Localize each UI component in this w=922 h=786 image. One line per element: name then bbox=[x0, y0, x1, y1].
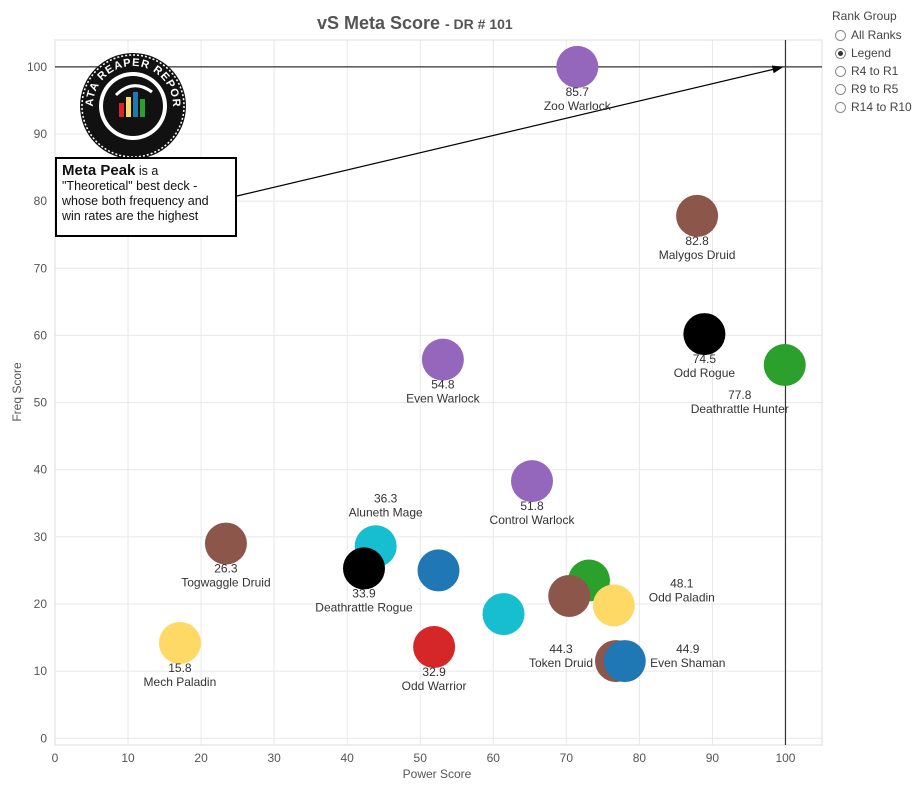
rank-option-legend[interactable]: Legend bbox=[832, 44, 912, 62]
chart-title: vS Meta Score bbox=[317, 13, 440, 33]
chart-subtitle: - DR # 101 bbox=[445, 16, 513, 32]
x-tick-label: 80 bbox=[633, 751, 647, 765]
point-name-label: Even Warlock bbox=[406, 392, 481, 406]
data-point[interactable] bbox=[421, 338, 464, 381]
rank-option-label: Legend bbox=[851, 46, 892, 60]
point-name-label: Odd Rogue bbox=[674, 366, 736, 380]
point-score-label: 54.8 bbox=[431, 378, 455, 392]
point-name-label: Mech Paladin bbox=[144, 675, 217, 689]
point-name-label: Aluneth Mage bbox=[349, 505, 423, 519]
rank-group-title: Rank Group bbox=[832, 9, 897, 23]
y-tick-label: 10 bbox=[34, 664, 48, 678]
point-score-label: 26.3 bbox=[214, 562, 238, 576]
reference-lines bbox=[55, 40, 822, 745]
y-axis-title: Freq Score bbox=[10, 362, 24, 422]
rank-option-r9-r5[interactable]: R9 to R5 bbox=[832, 80, 912, 98]
y-tick-label: 100 bbox=[27, 60, 47, 74]
x-tick-label: 40 bbox=[341, 751, 355, 765]
point-score-label: 77.8 bbox=[728, 388, 752, 402]
point-score-label: 36.3 bbox=[374, 491, 398, 505]
y-tick-label: 70 bbox=[34, 261, 48, 275]
point-score-label: 74.5 bbox=[693, 352, 717, 366]
y-tick-label: 30 bbox=[34, 530, 48, 544]
meta-peak-callout: Meta Peak is a "Theoretical" best deck -… bbox=[55, 157, 237, 237]
point-name-label: Control Warlock bbox=[490, 513, 576, 527]
point-score-label: 15.8 bbox=[168, 661, 192, 675]
callout-arrow bbox=[236, 68, 776, 197]
y-tick-label: 40 bbox=[34, 463, 48, 477]
rank-option-label: R14 to R10 bbox=[851, 100, 912, 114]
data-point[interactable] bbox=[592, 584, 635, 627]
point-score-label: 82.8 bbox=[685, 234, 709, 248]
x-axis-title: Power Score bbox=[403, 767, 472, 781]
data-point[interactable] bbox=[556, 45, 599, 88]
point-name-label: Even Shaman bbox=[650, 656, 725, 670]
point-score-label: 48.1 bbox=[670, 576, 694, 590]
point-score-label: 44.9 bbox=[676, 642, 700, 656]
y-tick-label: 20 bbox=[34, 597, 48, 611]
callout-arrowhead bbox=[771, 65, 784, 74]
y-tick-label: 80 bbox=[34, 194, 48, 208]
y-tick-label: 60 bbox=[34, 328, 48, 342]
data-point[interactable] bbox=[158, 621, 201, 664]
data-point[interactable] bbox=[342, 547, 385, 590]
x-tick-label: 10 bbox=[121, 751, 135, 765]
data-point[interactable] bbox=[683, 313, 726, 356]
data-point[interactable] bbox=[204, 522, 247, 565]
radio-icon[interactable] bbox=[835, 83, 846, 95]
rank-option-r4-r1[interactable]: R4 to R1 bbox=[832, 62, 912, 80]
data-point[interactable] bbox=[676, 194, 719, 237]
data-point[interactable] bbox=[603, 640, 646, 683]
point-score-label: 44.3 bbox=[549, 642, 573, 656]
radio-icon[interactable] bbox=[835, 101, 846, 113]
radio-icon[interactable] bbox=[835, 65, 846, 77]
radio-icon[interactable] bbox=[835, 29, 846, 41]
point-name-label: Deathrattle Rogue bbox=[315, 600, 413, 614]
y-tick-label: 0 bbox=[40, 731, 47, 745]
data-point[interactable] bbox=[548, 574, 591, 617]
x-tick-label: 20 bbox=[194, 751, 208, 765]
point-name-label: Togwaggle Druid bbox=[181, 576, 270, 590]
data-point[interactable] bbox=[763, 343, 806, 386]
data-point[interactable] bbox=[511, 460, 554, 503]
point-name-label: Token Druid bbox=[529, 656, 593, 670]
point-name-label: Odd Paladin bbox=[649, 590, 715, 604]
callout-text: is a "Theoretical" best deck - whose bot… bbox=[62, 164, 209, 223]
radio-selected-icon[interactable] bbox=[835, 47, 846, 59]
x-tick-label: 50 bbox=[414, 751, 428, 765]
point-name-label: Deathrattle Hunter bbox=[691, 402, 789, 416]
y-tick-label: 50 bbox=[34, 396, 48, 410]
x-tick-label: 0 bbox=[52, 751, 59, 765]
x-tick-label: 100 bbox=[775, 751, 795, 765]
x-tick-label: 60 bbox=[487, 751, 501, 765]
data-point[interactable] bbox=[413, 625, 456, 668]
data-point[interactable] bbox=[482, 593, 525, 636]
x-tick-label: 70 bbox=[560, 751, 574, 765]
data-points bbox=[158, 45, 806, 683]
rank-option-label: R9 to R5 bbox=[851, 82, 899, 96]
x-tick-label: 30 bbox=[267, 751, 281, 765]
callout-bold: Meta Peak bbox=[62, 162, 136, 179]
rank-option-r14-r10[interactable]: R14 to R10 bbox=[832, 98, 912, 116]
rank-option-label: R4 to R1 bbox=[851, 64, 899, 78]
point-name-label: Zoo Warlock bbox=[544, 99, 612, 113]
ticks: 0 10 20 30 40 50 60 70 80 90 100 0 10 20 30 40 50 60 70 80 9… bbox=[27, 60, 796, 765]
y-tick-label: 90 bbox=[34, 127, 48, 141]
data-reaper-logo: DATA REAPER REPORT bbox=[0, 0, 186, 159]
x-tick-label: 90 bbox=[706, 751, 720, 765]
point-score-label: 32.9 bbox=[422, 665, 446, 679]
point-score-label: 33.9 bbox=[352, 586, 376, 600]
rank-group-filter: Rank Group All Ranks Legend R4 to R1 R9 … bbox=[832, 9, 912, 116]
point-score-label: 85.7 bbox=[566, 85, 590, 99]
data-point[interactable] bbox=[417, 549, 460, 592]
point-name-label: Malygos Druid bbox=[659, 248, 736, 262]
rank-option-all-ranks[interactable]: All Ranks bbox=[832, 26, 912, 44]
rank-option-label: All Ranks bbox=[851, 28, 902, 42]
point-score-label: 51.8 bbox=[520, 499, 544, 513]
plot-frame bbox=[54, 39, 823, 746]
point-name-label: Odd Warrior bbox=[402, 679, 467, 693]
